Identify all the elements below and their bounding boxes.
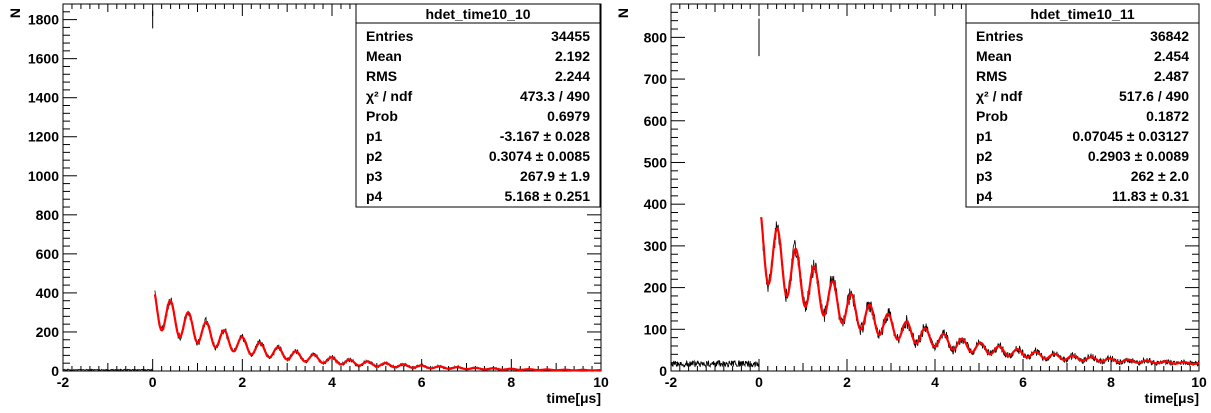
stats-row-value: 2.487 <box>1154 68 1189 84</box>
stats-title: hdet_time10_10 <box>425 6 530 22</box>
y-tick-label: 400 <box>644 196 668 212</box>
stats-row-label: p2 <box>976 148 993 164</box>
y-tick-label: 100 <box>644 321 668 337</box>
y-tick-label: 700 <box>644 71 668 87</box>
fit-curve <box>153 294 601 372</box>
y-tick-label: 200 <box>36 324 60 340</box>
right-histogram-panel: -2 0 2 4 6 8 100100200300400500600700800time[μ… <box>615 3 1207 406</box>
stats-row-value: 262 ± 2.0 <box>1131 168 1189 184</box>
stats-title: hdet_time10_11 <box>1030 6 1134 22</box>
fit-curve <box>760 216 1200 366</box>
stats-row-value: 2.244 <box>555 68 590 84</box>
y-tick-label: 800 <box>36 207 60 223</box>
histogram-baseline <box>670 359 760 369</box>
stats-row-value: 34455 <box>551 28 590 44</box>
stats-row-label: Mean <box>366 48 402 64</box>
x-tick-label: 6 <box>1019 374 1027 390</box>
stats-row-value: 0.2903 ± 0.0089 <box>1088 148 1189 164</box>
stats-row-value: 2.192 <box>555 48 590 64</box>
left-histogram-panel: -2 0 2 4 6 8 100200400600800100012001400160018… <box>7 3 609 406</box>
stats-row-value: 473.3 / 490 <box>520 88 590 104</box>
stats-row-value: -3.167 ± 0.028 <box>500 128 590 144</box>
stats-box-frame <box>355 3 601 208</box>
stats-row-label: RMS <box>976 68 1007 84</box>
x-tick-label: 8 <box>507 374 515 390</box>
stats-box: hdet_time10_10 Entries 34455 Mean 2.192 RMS 2.… <box>355 3 601 208</box>
stats-row-value: 11.83 ± 0.31 <box>1112 188 1189 204</box>
stats-row-label: Entries <box>366 28 414 44</box>
stats-row-label: p3 <box>976 168 993 184</box>
y-tick-label: 1400 <box>28 90 59 106</box>
x-tick-label: -2 <box>57 374 70 390</box>
stats-row-value: 36842 <box>1150 28 1189 44</box>
x-tick-label: 10 <box>1191 374 1207 390</box>
stats-row-value: 517.6 / 490 <box>1119 88 1189 104</box>
x-tick-label: 0 <box>755 374 763 390</box>
stats-row-label: χ² / ndf <box>366 88 412 104</box>
stats-row-label: Prob <box>976 108 1008 124</box>
x-tick-label: 2 <box>238 374 246 390</box>
y-tick-label: 0 <box>51 363 59 379</box>
y-tick-label: 200 <box>644 280 668 296</box>
stats-row-label: p1 <box>366 128 383 144</box>
y-tick-label: 1200 <box>28 129 59 145</box>
stats-row-label: Mean <box>976 48 1012 64</box>
x-axis-title: time[μs] <box>1145 390 1199 406</box>
y-tick-label: 600 <box>36 246 60 262</box>
stats-row-value: 0.07045 ± 0.03127 <box>1072 128 1189 144</box>
y-tick-label: 500 <box>644 154 668 170</box>
y-axis-title: N <box>615 8 631 18</box>
stats-box-frame <box>965 3 1200 208</box>
stats-row-label: p4 <box>366 188 383 204</box>
x-tick-label: 4 <box>931 374 939 390</box>
stats-row-value: 0.3074 ± 0.0085 <box>489 148 590 164</box>
x-tick-label: 4 <box>328 374 336 390</box>
stats-row-label: p1 <box>976 128 993 144</box>
y-tick-label: 300 <box>644 238 668 254</box>
y-axis-title: N <box>7 8 23 18</box>
stats-row-value: 0.1872 <box>1146 108 1189 124</box>
y-tick-label: 1000 <box>28 168 59 184</box>
histogram-baseline <box>62 368 153 372</box>
y-tick-label: 1600 <box>28 51 59 67</box>
histogram-data <box>760 221 1200 367</box>
x-tick-label: 6 <box>418 374 426 390</box>
stats-row-label: p3 <box>366 168 383 184</box>
x-tick-label: 0 <box>149 374 157 390</box>
stats-row-label: RMS <box>366 68 397 84</box>
stats-row-label: p4 <box>976 188 993 204</box>
y-tick-label: 600 <box>644 113 668 129</box>
stats-box: hdet_time10_11 Entries 36842 Mean 2.454 RMS 2.… <box>965 3 1200 208</box>
x-tick-label: 8 <box>1107 374 1115 390</box>
stats-row-label: Entries <box>976 28 1024 44</box>
x-axis-title: time[μs] <box>547 390 601 406</box>
stats-row-label: χ² / ndf <box>976 88 1022 104</box>
y-tick-label: 0 <box>659 363 667 379</box>
x-tick-label: -2 <box>665 374 678 390</box>
y-tick-label: 800 <box>644 29 668 45</box>
stats-row-value: 0.6979 <box>547 108 590 124</box>
stats-row-label: Prob <box>366 108 398 124</box>
x-tick-label: 2 <box>843 374 851 390</box>
y-tick-label: 400 <box>36 285 60 301</box>
y-tick-label: 1800 <box>28 12 59 28</box>
x-tick-label: 10 <box>593 374 609 390</box>
stats-row-value: 2.454 <box>1154 48 1189 64</box>
stats-row-label: p2 <box>366 148 383 164</box>
stats-row-value: 5.168 ± 0.251 <box>504 188 590 204</box>
stats-row-value: 267.9 ± 1.9 <box>520 168 590 184</box>
